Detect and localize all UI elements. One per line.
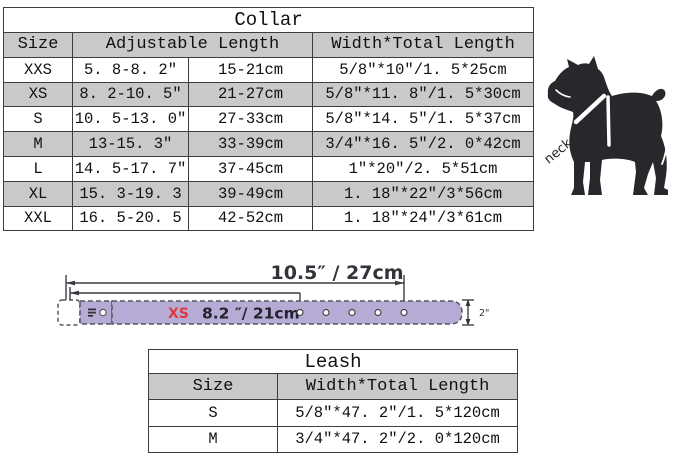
collar-row-l-inch: 14. 5-17. 7″ xyxy=(72,155,189,182)
collar-size-table: Collar Size Adjustable Length Width*Tota… xyxy=(2,7,535,232)
collar-row-xs-width-total: 5/8″*11. 8″/1. 5*30cm xyxy=(311,81,535,108)
collar-total-length-label: 10.5″ / 27cm xyxy=(270,262,403,284)
collar-row-l-cm: 37-45cm xyxy=(188,155,313,182)
leash-row-s-width-total: 5/8″*47. 2″/1. 5*120cm xyxy=(276,399,519,427)
collar-table-title-row: Collar xyxy=(2,7,535,33)
table-row: XXL 16. 5-20. 5 42-52cm 1. 18″*24″/3*61c… xyxy=(3,205,535,232)
leash-table-title: Leash xyxy=(147,348,519,375)
buckle-adjuster-icon xyxy=(88,308,96,317)
collar-row-xxl-cm: 42-52cm xyxy=(188,205,313,232)
dimension-arrowhead xyxy=(465,299,471,306)
dog-silhouette: neck xyxy=(542,56,668,195)
leash-row-m-size: M xyxy=(148,425,278,454)
collar-diagram: 10.5″ / 27cm XS 8.2 ″/ 21cm xyxy=(57,262,489,326)
leash-header-size: Size xyxy=(148,373,278,401)
collar-header-adjustable-length: Adjustable Length xyxy=(72,32,313,58)
collar-row-xl-cm: 39-49cm xyxy=(188,180,313,207)
collar-row-m-cm: 33-39cm xyxy=(188,131,313,157)
collar-row-l-size: L xyxy=(3,155,73,182)
collar-row-m-inch: 13-15. 3″ xyxy=(72,131,189,157)
collar-row-s-size: S xyxy=(3,106,73,133)
dimension-arrowhead xyxy=(66,280,75,286)
dimension-arrowhead xyxy=(465,319,471,326)
dimension-arrowhead xyxy=(70,290,79,296)
collar-row-xl-inch: 15. 3-19. 3 xyxy=(72,180,189,207)
collar-row-xl-width-total: 1. 18″*22″/3*56cm xyxy=(311,180,535,207)
collar-header-width-total-length: Width*Total Length xyxy=(311,32,535,58)
collar-row-m-width-total: 3/4″*16. 5″/2. 0*42cm xyxy=(311,131,535,157)
collar-row-xs-size: XS xyxy=(3,81,73,108)
collar-header-size: Size xyxy=(3,32,73,58)
table-row: S 5/8″*47. 2″/1. 5*120cm xyxy=(148,399,519,427)
table-row: XS 8. 2-10. 5″ 21-27cm 5/8″*11. 8″/1. 5*… xyxy=(3,81,535,108)
collar-strap xyxy=(111,300,463,325)
collar-row-s-width-total: 5/8″*14. 5″/1. 5*37cm xyxy=(311,106,535,133)
collar-position-marks xyxy=(555,89,668,165)
leash-size-table: Leash Size Width*Total Length S 5/8″*47.… xyxy=(147,348,519,454)
table-row: M 3/4″*47. 2″/2. 0*120cm xyxy=(148,425,519,454)
table-row: M 13-15. 3″ 33-39cm 3/4″*16. 5″/2. 0*42c… xyxy=(3,131,535,157)
collar-row-xl-size: XL xyxy=(3,180,73,207)
leash-row-m-width-total: 3/4″*47. 2″/2. 0*120cm xyxy=(276,425,519,454)
dimension-arrowhead xyxy=(395,280,404,286)
collar-row-s-inch: 10. 5-13. 0″ xyxy=(72,106,189,133)
collar-end-loop-outline xyxy=(57,299,81,326)
table-row: S 10. 5-13. 0″ 27-33cm 5/8″*14. 5″/1. 5*… xyxy=(3,106,535,133)
leash-table-title-row: Leash xyxy=(147,348,519,375)
collar-row-xxl-width-total: 1. 18″*24″/3*61cm xyxy=(311,205,535,232)
table-row: XXS 5. 8-8. 2″ 15-21cm 5/8″*10″/1. 5*25c… xyxy=(3,56,535,83)
collar-row-xxl-inch: 16. 5-20. 5 xyxy=(72,205,189,232)
leash-row-s-size: S xyxy=(148,399,278,427)
collar-row-s-cm: 27-33cm xyxy=(188,106,313,133)
collar-row-xxl-size: XXL xyxy=(3,205,73,232)
table-row: L 14. 5-17. 7″ 37-45cm 1″*20″/2. 5*51cm xyxy=(3,155,535,182)
collar-row-xs-cm: 21-27cm xyxy=(188,81,313,108)
buckle-hole xyxy=(99,308,107,317)
collar-size-label: XS xyxy=(168,306,189,322)
leash-header-width-total-length: Width*Total Length xyxy=(276,373,519,401)
collar-row-xxs-size: XXS xyxy=(3,56,73,83)
collar-row-m-size: M xyxy=(3,131,73,157)
leash-table-header-row: Size Width*Total Length xyxy=(148,373,519,401)
table-row: XL 15. 3-19. 3 39-49cm 1. 18″*22″/3*56cm xyxy=(3,180,535,207)
collar-table-title: Collar xyxy=(2,7,535,33)
collar-row-l-width-total: 1″*20″/2. 5*51cm xyxy=(311,155,535,182)
collar-row-xxs-cm: 15-21cm xyxy=(188,56,313,83)
collar-row-xs-inch: 8. 2-10. 5″ xyxy=(72,81,189,108)
collar-holes xyxy=(296,308,408,317)
collar-adjusted-length-label: 8.2 ″/ 21cm xyxy=(202,305,300,323)
collar-width-label: 2" xyxy=(479,308,489,319)
collar-row-xxs-width-total: 5/8″*10″/1. 5*25cm xyxy=(311,56,535,83)
collar-row-xxs-inch: 5. 8-8. 2″ xyxy=(72,56,189,83)
collar-table-header-row: Size Adjustable Length Width*Total Lengt… xyxy=(3,32,535,58)
